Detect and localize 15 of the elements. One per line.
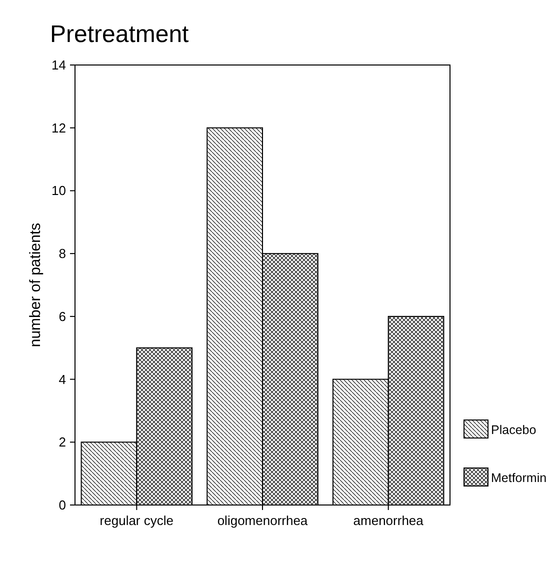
y-tick-label: 6 [58, 308, 66, 324]
legend-label: Placebo [491, 423, 536, 437]
y-tick-label: 10 [52, 183, 66, 198]
y-tick-label: 8 [58, 246, 66, 262]
y-tick-label: 4 [58, 372, 66, 387]
y-tick-label: 12 [52, 120, 66, 136]
y-axis-title: number of patients [27, 222, 44, 348]
x-tick-label: regular cycle [100, 513, 174, 528]
x-tick-label: amenorrhea [353, 513, 424, 528]
x-tick-label: oligomenorrhea [217, 513, 308, 528]
legend-label: Metformin [491, 471, 547, 485]
y-tick-label: 14 [52, 58, 66, 72]
chart-title: Pretreatment [50, 21, 190, 48]
y-tick-label: 2 [58, 434, 66, 450]
y-tick-label: 0 [58, 498, 66, 512]
